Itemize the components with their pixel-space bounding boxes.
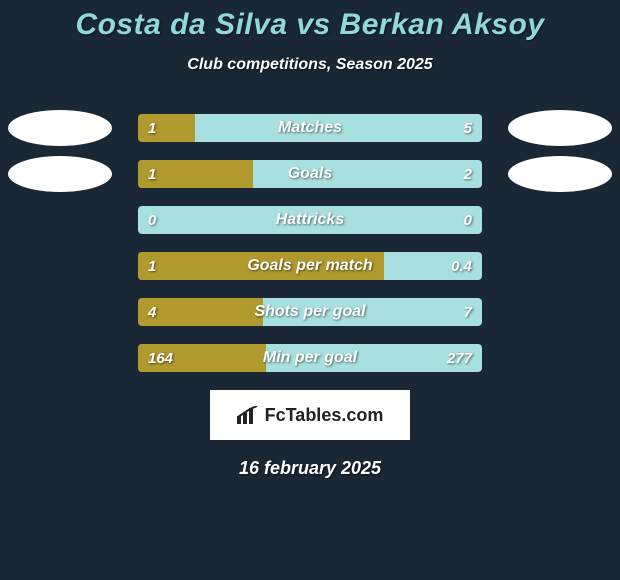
stat-value-left: 0 [148, 206, 156, 234]
stat-bar-fill [138, 160, 253, 188]
logo-box: FcTables.com [210, 390, 410, 440]
stat-row: 10.4Goals per match [0, 252, 620, 280]
page-title: Costa da Silva vs Berkan Aksoy [0, 8, 620, 42]
chart-icon [237, 406, 259, 424]
stat-row: 15Matches [0, 114, 620, 142]
player-avatar-left [8, 156, 112, 192]
stat-bar: 15Matches [138, 114, 482, 142]
stat-row: 0 0Hattricks [0, 206, 620, 234]
stat-value-right: 7 [464, 298, 472, 326]
stat-row: 47Shots per goal [0, 298, 620, 326]
stat-bar: 0 0Hattricks [138, 206, 482, 234]
stat-bar-fill [138, 252, 384, 280]
stat-value-right: 5 [464, 114, 472, 142]
page-subtitle: Club competitions, Season 2025 [0, 56, 620, 74]
date-label: 16 february 2025 [0, 458, 620, 479]
player-avatar-left [8, 110, 112, 146]
stat-bar: 47Shots per goal [138, 298, 482, 326]
stats-rows: 15Matches 12Goals 0 0Hattricks 10.4Goals per… [0, 114, 620, 372]
stat-row: 12Goals [0, 160, 620, 188]
player-avatar-right [508, 110, 612, 146]
stat-value-right: 0 [464, 206, 472, 234]
stat-label: Hattricks [138, 211, 482, 229]
stat-value-right: 0.4 [451, 252, 472, 280]
stat-bar: 164277Min per goal [138, 344, 482, 372]
stat-value-right: 2 [464, 160, 472, 188]
logo-text: FcTables.com [265, 405, 384, 426]
stat-bar-fill [138, 344, 266, 372]
stat-bar: 12Goals [138, 160, 482, 188]
stat-row: 164277Min per goal [0, 344, 620, 372]
player-avatar-right [508, 156, 612, 192]
stat-bar-fill [138, 298, 263, 326]
stat-bar-fill [138, 114, 195, 142]
stat-value-right: 277 [447, 344, 472, 372]
stat-bar: 10.4Goals per match [138, 252, 482, 280]
